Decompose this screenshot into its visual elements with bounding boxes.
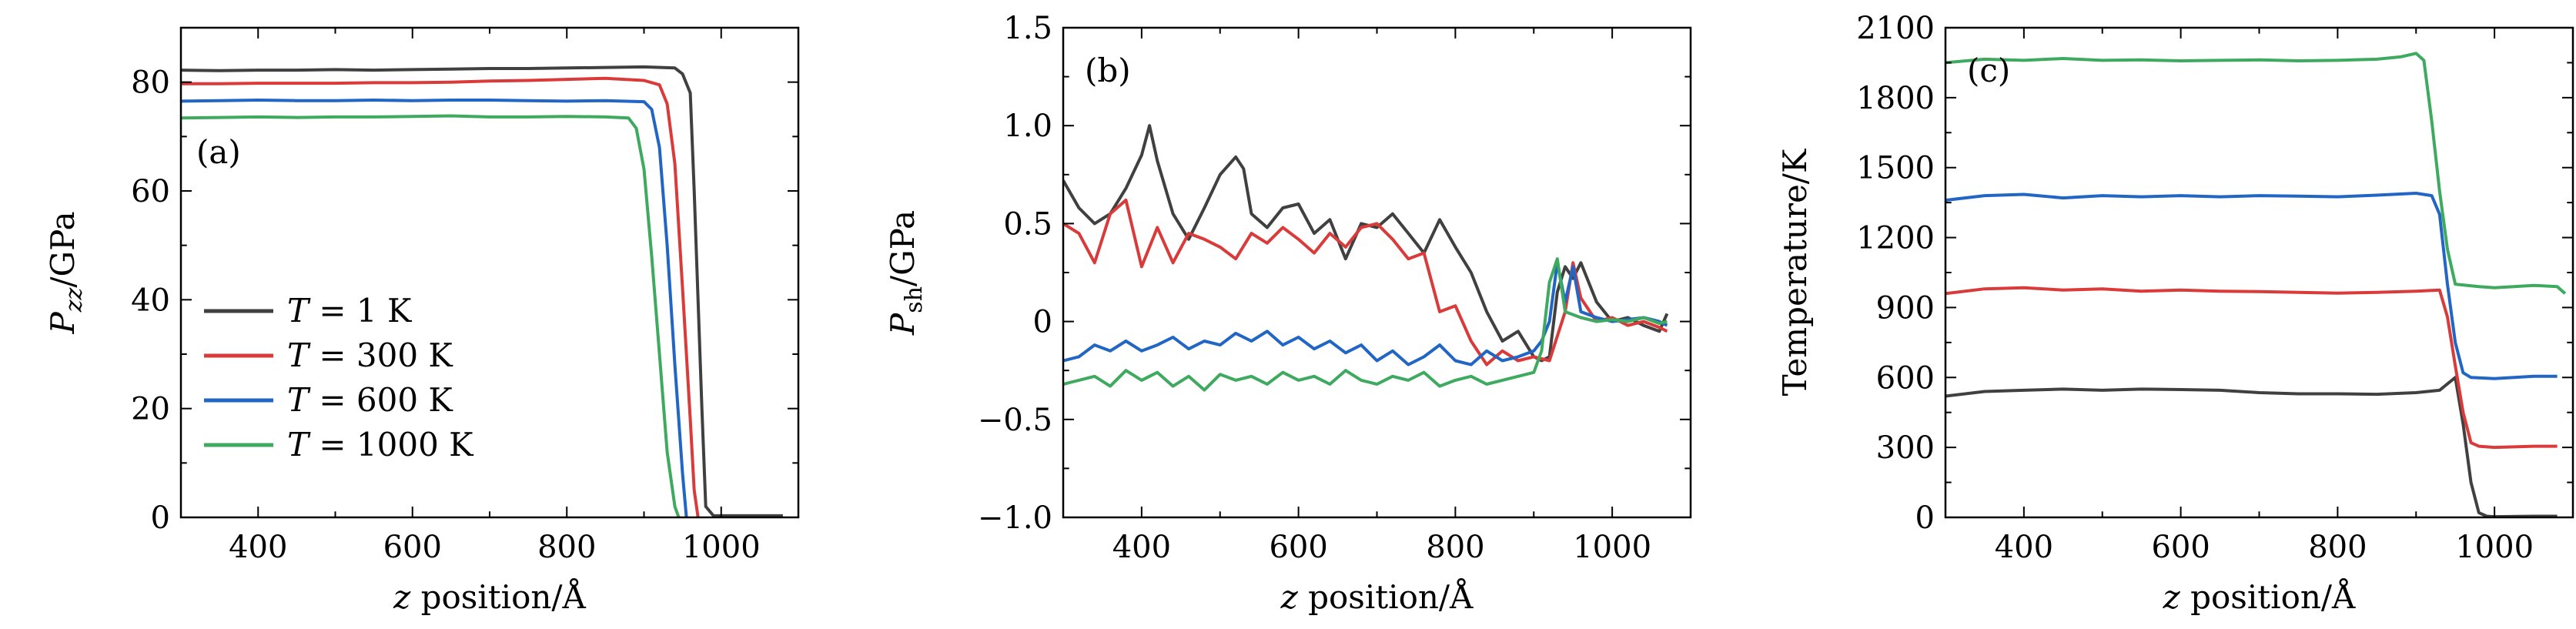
y-tick-label: 0 (1033, 305, 1052, 340)
series-line-3 (1945, 192, 2558, 380)
plot-area (181, 65, 783, 517)
legend-label-3: T = 600 K (287, 381, 453, 419)
panel-c: 400 600 800 1000 0 300 600 900 1200 1500 1800 2100 z… (1776, 11, 2574, 616)
x-axis-label: z position/Å (393, 577, 586, 616)
legend-text: = 1 K (309, 292, 413, 330)
y-axis-label: Psh/GPa (884, 210, 928, 336)
y-tick-label: 0 (1915, 500, 1935, 536)
series-line-2 (181, 76, 700, 517)
series-line-1 (1945, 376, 2558, 517)
y-axis-label-main: Temperature/K (1776, 148, 1814, 396)
y-axis-label-unit: /GPa (44, 211, 82, 287)
legend-label-4: T = 1000 K (287, 426, 474, 463)
series-line-4 (1063, 257, 1668, 392)
x-tick-label: 600 (1269, 530, 1327, 565)
y-tick-label: −1.0 (978, 500, 1052, 536)
panel-b: 400 600 800 1000 −1.0 −0.5 0 0.5 1.0 1.5 z positio… (884, 11, 1692, 616)
x-axis-label-var: z (393, 578, 411, 616)
panel-label: (b) (1085, 52, 1131, 89)
series-line-4 (181, 114, 681, 517)
x-tick-label: 800 (1426, 530, 1484, 565)
series-line-2 (1945, 286, 2558, 450)
x-tick-label: 400 (229, 530, 287, 565)
panel-label: (c) (1967, 52, 2010, 89)
y-axis-label-sub: zz (61, 287, 88, 313)
axes-frame (1062, 26, 1692, 519)
y-tick-label: 300 (1876, 430, 1935, 466)
y-tick-label: 1200 (1856, 221, 1935, 256)
axes-frame (1944, 26, 2574, 519)
y-tick-label: 60 (131, 174, 170, 209)
x-axis-label-var: z (1280, 578, 1299, 616)
y-axis-label-main: P (44, 312, 82, 335)
series-line-3 (1063, 261, 1668, 366)
x-tick-label: 600 (2151, 530, 2210, 565)
x-axis-label-text: position/Å (2180, 577, 2356, 616)
y-tick-label: 20 (131, 392, 170, 427)
y-axis-label-unit: /GPa (884, 210, 922, 286)
x-axis-label-var: z (2163, 578, 2181, 616)
x-tick-label: 1000 (682, 530, 761, 565)
y-tick-label: 0 (151, 500, 170, 536)
series-line-1 (181, 65, 783, 517)
y-axis-label-main: P (884, 313, 922, 336)
y-axis-label: Temperature/K (1776, 148, 1814, 396)
series-line-3 (181, 99, 688, 517)
x-tick-label: 1000 (1573, 530, 1651, 565)
x-tick-label: 1000 (2455, 530, 2534, 565)
series-line-4 (1945, 52, 2567, 295)
x-tick-label: 400 (1112, 530, 1171, 565)
y-tick-label: 1800 (1856, 81, 1935, 116)
y-tick-label: 40 (131, 283, 170, 318)
x-axis-label: z position/Å (1280, 577, 1474, 616)
panel-label: (a) (196, 133, 241, 171)
x-tick-label: 800 (2308, 530, 2367, 565)
plot-area (1063, 124, 1669, 392)
legend-text: = 1000 K (309, 426, 474, 463)
y-tick-label: 600 (1876, 360, 1935, 396)
x-axis-label: z position/Å (2163, 577, 2356, 616)
legend-text: = 600 K (309, 381, 453, 419)
x-tick-label: 400 (1995, 530, 2053, 565)
x-tick-label: 800 (537, 530, 596, 565)
y-tick-label: 2100 (1856, 11, 1935, 46)
y-tick-label: 1.0 (1003, 109, 1052, 144)
legend-var: T (287, 336, 311, 374)
legend-var: T (287, 292, 311, 330)
y-tick-label: 0.5 (1003, 206, 1052, 242)
x-axis-label-text: position/Å (1298, 577, 1474, 616)
y-tick-label: 900 (1876, 290, 1935, 326)
y-tick-label: 1.5 (1003, 11, 1052, 46)
y-tick-label: −0.5 (978, 403, 1052, 438)
legend: T = 1 KT = 300 KT = 600 KT = 1000 K (204, 292, 474, 463)
y-tick-label: 80 (131, 65, 170, 101)
series-line-1 (1063, 124, 1669, 363)
legend-label-1: T = 1 K (287, 292, 413, 330)
y-axis-label-sub: sh (901, 286, 928, 313)
x-tick-label: 600 (383, 530, 442, 565)
legend-label-2: T = 300 K (287, 336, 453, 374)
x-axis-label-text: position/Å (410, 577, 586, 616)
legend-text: = 300 K (309, 336, 453, 374)
legend-var: T (287, 381, 311, 419)
y-axis-label: Pzz/GPa (44, 211, 88, 334)
panel-a: 400 600 800 1000 0 20 40 60 80 z position/Å Pzz/GP… (44, 26, 800, 616)
legend-var: T (287, 426, 311, 463)
y-tick-label: 1500 (1856, 151, 1935, 186)
plot-area (1945, 52, 2567, 517)
